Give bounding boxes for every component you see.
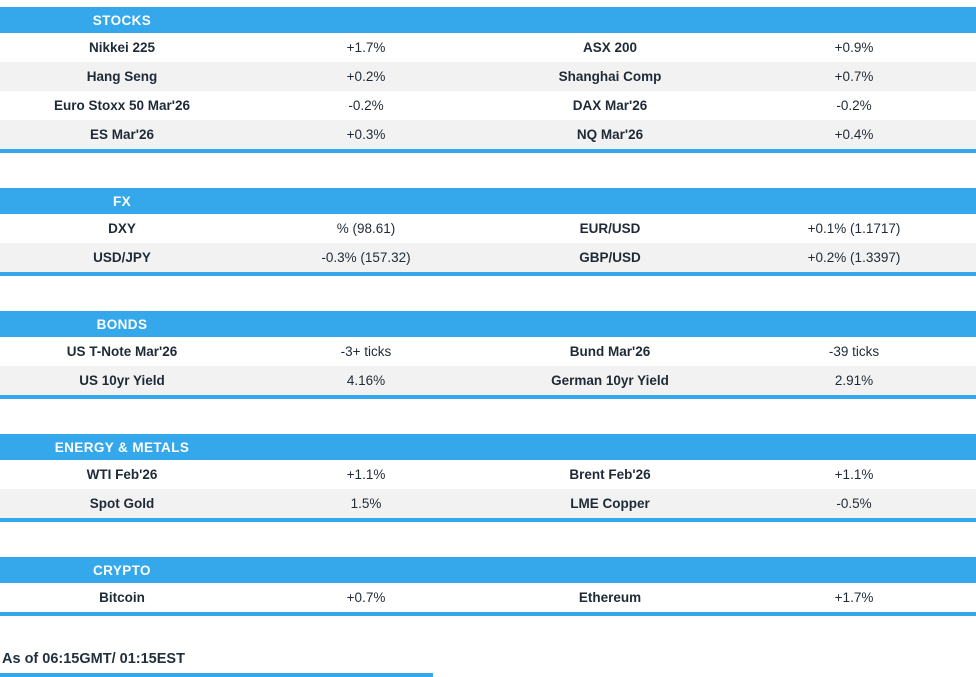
instrument-name: German 10yr Yield: [551, 373, 669, 388]
instrument-change: 1.5%: [350, 496, 382, 511]
instrument-change: +1.7%: [346, 40, 386, 55]
instrument-change: +1.7%: [834, 590, 874, 605]
section-divider-line: [0, 149, 976, 153]
table-row: Spot Gold 1.5% LME Copper -0.5%: [0, 489, 976, 518]
instrument-name: Ethereum: [578, 590, 642, 605]
instrument-name: DAX Mar'26: [572, 98, 648, 113]
table-row: Nikkei 225 +1.7% ASX 200 +0.9%: [0, 33, 976, 62]
instrument-change: +0.7%: [346, 590, 386, 605]
section-header-bar: BONDS: [0, 311, 976, 337]
section-energy-metals: ENERGY & METALS WTI Feb'26 +1.1% Brent F…: [0, 434, 976, 522]
section-divider-line: [0, 395, 976, 399]
table-row: WTI Feb'26 +1.1% Brent Feb'26 +1.1%: [0, 460, 976, 489]
table-row: US 10yr Yield 4.16% German 10yr Yield 2.…: [0, 366, 976, 395]
instrument-name: Bund Mar'26: [569, 344, 651, 359]
section-rows: Bitcoin +0.7% Ethereum +1.7%: [0, 583, 976, 612]
instrument-name: ASX 200: [582, 40, 638, 55]
instrument-change: +0.9%: [834, 40, 874, 55]
instrument-change: -0.5%: [836, 496, 872, 511]
table-row: ES Mar'26 +0.3% NQ Mar'26 +0.4%: [0, 120, 976, 149]
table-row: USD/JPY -0.3% (157.32) GBP/USD +0.2% (1.…: [0, 243, 976, 272]
instrument-name: Nikkei 225: [88, 40, 156, 55]
instrument-name: Hang Seng: [86, 69, 158, 84]
section-rows: DXY % (98.61) EUR/USD +0.1% (1.1717) USD…: [0, 214, 976, 272]
instrument-name: DXY: [108, 221, 136, 236]
section-header-bar: STOCKS: [0, 7, 976, 33]
section-title: CRYPTO: [93, 562, 151, 578]
footer-divider-line: [0, 673, 433, 677]
instrument-change: +0.4%: [834, 127, 874, 142]
instrument-change: +1.1%: [346, 467, 386, 482]
section-divider-line: [0, 518, 976, 522]
table-row: Euro Stoxx 50 Mar'26 -0.2% DAX Mar'26 -0…: [0, 91, 976, 120]
instrument-change: 2.91%: [834, 373, 874, 388]
section-title: STOCKS: [92, 12, 152, 28]
table-row: Hang Seng +0.2% Shanghai Comp +0.7%: [0, 62, 976, 91]
section-crypto: CRYPTO Bitcoin +0.7% Ethereum +1.7%: [0, 557, 976, 616]
table-row: DXY % (98.61) EUR/USD +0.1% (1.1717): [0, 214, 976, 243]
section-title: ENERGY & METALS: [54, 439, 190, 455]
table-row: US T-Note Mar'26 -3+ ticks Bund Mar'26 -…: [0, 337, 976, 366]
instrument-name: US T-Note Mar'26: [66, 344, 178, 359]
market-summary-table: STOCKS Nikkei 225 +1.7% ASX 200 +0.9% Ha…: [0, 7, 976, 616]
instrument-name: Euro Stoxx 50 Mar'26: [53, 98, 190, 113]
instrument-change: -0.2%: [348, 98, 384, 113]
instrument-name: EUR/USD: [579, 221, 641, 236]
instrument-change: % (98.61): [336, 221, 396, 236]
instrument-change: +0.2%: [346, 69, 386, 84]
footer: As of 06:15GMT/ 01:15EST: [0, 651, 976, 677]
instrument-change: +0.3%: [346, 127, 386, 142]
section-header-bar: CRYPTO: [0, 557, 976, 583]
section-divider-line: [0, 272, 976, 276]
section-title: FX: [112, 193, 132, 209]
instrument-name: WTI Feb'26: [86, 467, 158, 482]
instrument-change: 4.16%: [346, 373, 386, 388]
instrument-change: +0.7%: [834, 69, 874, 84]
section-bonds: BONDS US T-Note Mar'26 -3+ ticks Bund Ma…: [0, 311, 976, 399]
section-header-bar: ENERGY & METALS: [0, 434, 976, 460]
instrument-change: -39 ticks: [828, 344, 880, 359]
section-rows: US T-Note Mar'26 -3+ ticks Bund Mar'26 -…: [0, 337, 976, 395]
instrument-name: Brent Feb'26: [569, 467, 651, 482]
as-of-timestamp: As of 06:15GMT/ 01:15EST: [2, 651, 185, 667]
section-stocks: STOCKS Nikkei 225 +1.7% ASX 200 +0.9% Ha…: [0, 7, 976, 153]
section-header-bar: FX: [0, 188, 976, 214]
section-fx: FX DXY % (98.61) EUR/USD +0.1% (1.1717) …: [0, 188, 976, 276]
instrument-change: -0.3% (157.32): [321, 250, 411, 265]
table-row: Bitcoin +0.7% Ethereum +1.7%: [0, 583, 976, 612]
instrument-name: GBP/USD: [579, 250, 641, 265]
instrument-change: -0.2%: [836, 98, 872, 113]
instrument-name: Bitcoin: [99, 590, 145, 605]
section-divider-line: [0, 612, 976, 616]
section-title: BONDS: [96, 316, 148, 332]
instrument-change: +0.2% (1.3397): [807, 250, 901, 265]
instrument-change: -3+ ticks: [340, 344, 392, 359]
instrument-name: USD/JPY: [93, 250, 151, 265]
section-rows: Nikkei 225 +1.7% ASX 200 +0.9% Hang Seng…: [0, 33, 976, 149]
section-rows: WTI Feb'26 +1.1% Brent Feb'26 +1.1% Spot…: [0, 460, 976, 518]
instrument-name: US 10yr Yield: [79, 373, 165, 388]
instrument-change: +1.1%: [834, 467, 874, 482]
instrument-name: LME Copper: [570, 496, 650, 511]
instrument-name: NQ Mar'26: [576, 127, 644, 142]
instrument-name: Spot Gold: [89, 496, 155, 511]
instrument-name: ES Mar'26: [90, 127, 154, 142]
instrument-change: +0.1% (1.1717): [807, 221, 901, 236]
instrument-name: Shanghai Comp: [558, 69, 662, 84]
